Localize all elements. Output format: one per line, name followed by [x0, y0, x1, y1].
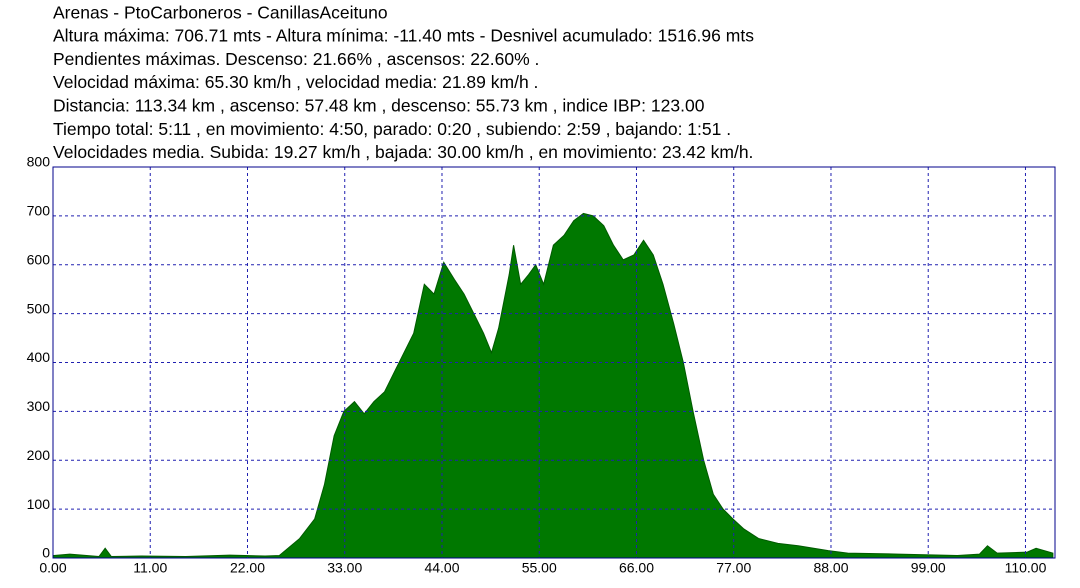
- plot-frame: [52, 166, 1056, 559]
- x-tick-label: 66.00: [619, 560, 654, 576]
- info-line: Velocidad máxima: 65.30 km/h , velocidad…: [53, 72, 538, 92]
- info-line: Tiempo total: 5:11 , en movimiento: 4:50…: [53, 119, 731, 139]
- y-tick-label: 0: [42, 545, 50, 561]
- info-line: Distancia: 113.34 km , ascenso: 57.48 km…: [53, 96, 705, 116]
- y-tick-label: 600: [27, 251, 51, 267]
- y-tick-label: 300: [27, 398, 51, 414]
- x-tick-label: 88.00: [813, 560, 848, 576]
- y-tick-label: 100: [27, 496, 51, 512]
- y-tick-label: 800: [27, 154, 51, 170]
- info-line: Pendientes máximas. Descenso: 21.66% , a…: [53, 49, 539, 69]
- x-tick-label: 99.00: [911, 560, 946, 576]
- x-tick-label: 11.00: [133, 560, 167, 576]
- x-tick-label: 33.00: [327, 560, 362, 576]
- info-line: Velocidades media. Subida: 19.27 km/h , …: [53, 142, 753, 162]
- y-tick-label: 200: [27, 447, 51, 463]
- x-tick-label: 77.00: [716, 560, 751, 576]
- x-tick-label: 44.00: [424, 560, 459, 576]
- x-tick-label: 0.00: [39, 560, 66, 576]
- x-tick-label: 55.00: [522, 560, 557, 576]
- x-tick-label: 110.00: [1005, 560, 1047, 576]
- chart-title: Arenas - PtoCarboneros - CanillasAceitun…: [53, 3, 388, 23]
- y-tick-label: 700: [27, 203, 51, 219]
- y-tick-label: 400: [27, 349, 51, 365]
- info-line: Altura máxima: 706.71 mts - Altura mínim…: [53, 26, 754, 46]
- y-tick-label: 500: [27, 300, 51, 316]
- x-tick-label: 22.00: [230, 560, 265, 576]
